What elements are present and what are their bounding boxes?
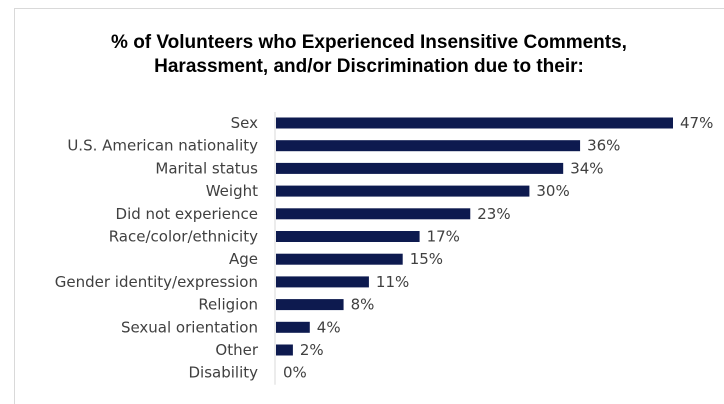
value-label-9: 4% (317, 318, 341, 336)
bar-10 (276, 344, 293, 356)
category-label-5: Race/color/ethnicity (109, 228, 258, 246)
bar-2 (276, 162, 564, 174)
frame-top-border (14, 8, 724, 9)
category-labels: Sex U.S. American nationality Marital stat… (55, 114, 259, 382)
bar-9 (276, 321, 310, 333)
bar-0 (276, 117, 673, 129)
category-label-6: Age (229, 250, 258, 268)
category-label-0: Sex (231, 114, 258, 132)
bar-5 (276, 231, 420, 242)
value-label-1: 36% (587, 137, 620, 155)
bar-7 (276, 276, 369, 288)
chart-title-line-1: % of Volunteers who Experienced Insensit… (111, 32, 627, 53)
bar-4 (276, 208, 471, 220)
frame-left-border (14, 8, 15, 404)
value-labels: 47% 36% 34%30% 23% 17% 15%11%8% 4% 2% 0% (283, 114, 713, 382)
value-label-8: 8% (351, 296, 375, 314)
value-label-3: 30% (536, 182, 569, 200)
category-label-10: Other (215, 341, 258, 359)
value-label-0: 47% (680, 114, 713, 132)
value-label-11: 0% (283, 364, 307, 382)
category-label-3: Weight (206, 182, 258, 200)
bars-layer (276, 117, 673, 356)
category-label-8: Religion (198, 296, 258, 314)
category-label-7: Gender identity/expression (55, 273, 258, 291)
chart-title: % of Volunteers who Experienced Insensit… (14, 31, 724, 79)
value-label-2: 34% (570, 159, 603, 177)
bar-3 (276, 185, 530, 197)
category-label-4: Did not experience (116, 205, 258, 223)
chart-title-line-2: Harassment, and/or Discrimination due to… (154, 56, 584, 77)
value-label-5: 17% (427, 228, 460, 246)
value-label-7: 11% (376, 273, 409, 291)
value-label-6: 15% (410, 250, 443, 268)
value-label-4: 23% (477, 205, 510, 223)
bar-6 (276, 253, 403, 265)
category-label-1: U.S. American nationality (67, 137, 258, 155)
bar-8 (276, 299, 344, 311)
value-label-10: 2% (300, 341, 324, 359)
bar-1 (276, 140, 581, 152)
category-label-2: Marital status (155, 159, 258, 177)
category-label-11: Disability (188, 364, 258, 382)
category-label-9: Sexual orientation (121, 318, 258, 336)
